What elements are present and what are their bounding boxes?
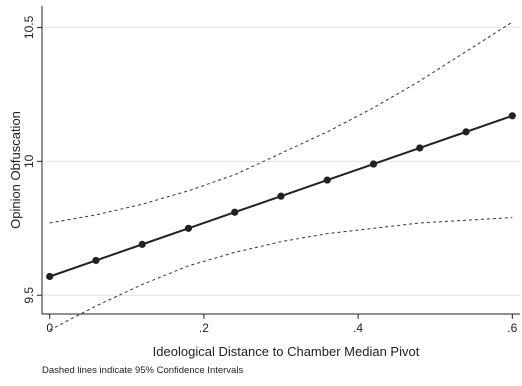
estimate-point [416, 144, 424, 152]
estimate-point [138, 240, 146, 248]
y-axis-title: Opinion Obfuscation [8, 111, 23, 229]
estimate-point [277, 192, 285, 200]
y-tick-label: 10 [22, 154, 36, 168]
estimate-point [184, 224, 193, 232]
estimate-point [323, 176, 331, 184]
x-tick-label: .6 [507, 321, 517, 335]
y-tick-label: 10.5 [22, 15, 36, 39]
y-tick-label: 9.5 [22, 287, 36, 304]
series-layer [46, 21, 516, 331]
axes [37, 6, 520, 319]
upper-95-ci-line [49, 21, 513, 224]
estimate-point [92, 256, 100, 265]
tick-labels: 0 .2 .4 .6 9.5 10 10.5 [22, 15, 518, 335]
x-axis-title: Ideological Distance to Chamber Median P… [153, 344, 420, 359]
estimate-point [369, 160, 378, 168]
x-tick-label: .2 [199, 321, 209, 335]
estimate-point [46, 272, 54, 281]
x-tick-label: .4 [353, 321, 363, 335]
grid [42, 26, 520, 296]
lower-95-ci-line [49, 217, 513, 331]
estimate-point [508, 112, 516, 120]
chart-note: Dashed lines indicate 95% Confidence Int… [42, 365, 243, 376]
estimate-point [462, 128, 470, 136]
x-tick-label: 0 [46, 321, 53, 335]
estimate-point [231, 208, 239, 216]
